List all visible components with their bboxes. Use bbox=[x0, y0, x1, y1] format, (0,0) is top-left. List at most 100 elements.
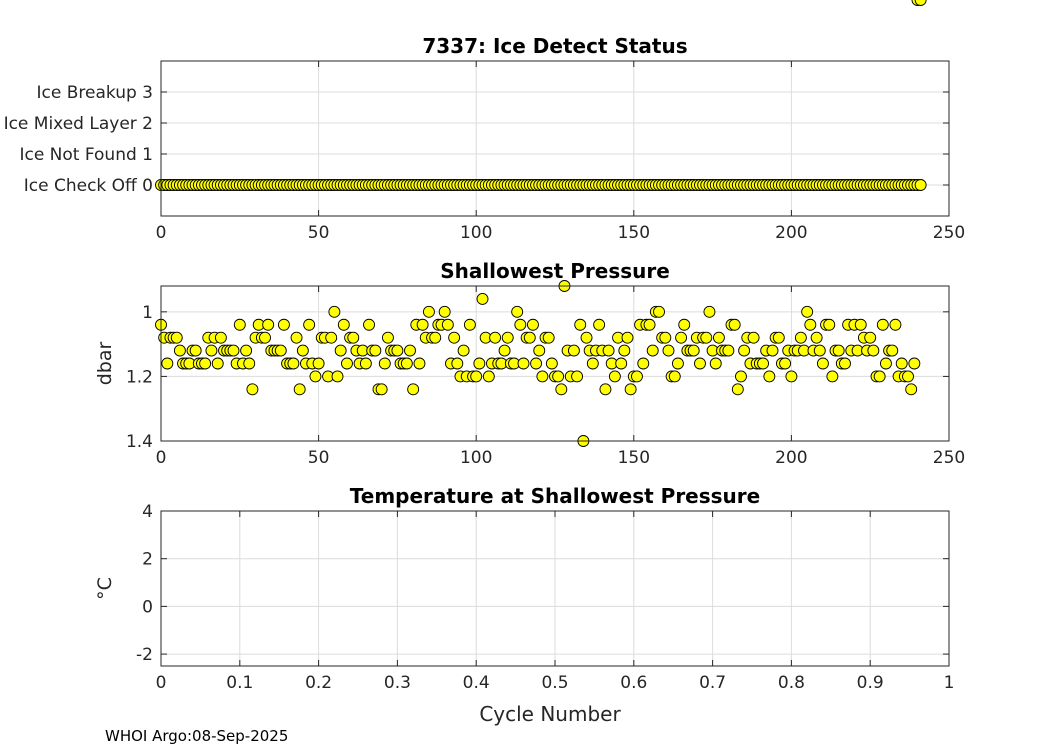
data-point bbox=[779, 357, 792, 370]
data-point bbox=[646, 344, 659, 357]
data-point bbox=[400, 357, 413, 370]
data-point bbox=[246, 383, 259, 396]
x-tick-label: 0.4 bbox=[463, 673, 490, 693]
x-tick-label: 0.3 bbox=[384, 673, 411, 693]
data-point bbox=[880, 357, 892, 370]
data-point bbox=[341, 357, 353, 370]
data-point bbox=[709, 357, 722, 370]
data-point bbox=[416, 318, 429, 331]
data-point bbox=[675, 331, 688, 344]
data-point bbox=[832, 344, 845, 357]
data-point bbox=[712, 331, 725, 344]
data-point bbox=[359, 357, 372, 370]
data-point bbox=[908, 357, 921, 370]
temperature-panel: 0 0.1 0.2 0.3 0.4 0.5 0.6 0.7 0.8 0.9 1-2024Temper… bbox=[94, 484, 954, 726]
data-point bbox=[659, 331, 672, 344]
data-point bbox=[905, 383, 918, 396]
data-point bbox=[816, 357, 829, 370]
y-axis-label: dbar bbox=[94, 342, 116, 386]
data-point bbox=[567, 344, 580, 357]
data-point bbox=[895, 357, 908, 370]
data-point bbox=[678, 318, 691, 331]
data-point bbox=[375, 383, 388, 396]
axes-box bbox=[160, 510, 950, 667]
data-point bbox=[703, 305, 716, 318]
data-point bbox=[574, 318, 587, 331]
data-point bbox=[312, 357, 325, 370]
data-point bbox=[653, 305, 665, 318]
data-point bbox=[810, 331, 823, 344]
data-point bbox=[328, 305, 341, 318]
data-point bbox=[407, 383, 420, 396]
data-point bbox=[274, 344, 287, 357]
data-point bbox=[470, 370, 483, 383]
data-point bbox=[728, 318, 741, 331]
data-point bbox=[287, 357, 300, 370]
x-tick-label: 150 bbox=[618, 448, 650, 468]
data-point bbox=[867, 344, 880, 357]
data-point bbox=[347, 331, 360, 344]
y-tick-label: -2 bbox=[136, 645, 153, 665]
x-tick-label: 100 bbox=[460, 223, 492, 243]
data-point bbox=[813, 344, 826, 357]
data-point bbox=[599, 383, 612, 396]
y-axis-label: °C bbox=[94, 577, 116, 600]
data-point bbox=[422, 305, 435, 318]
data-point bbox=[687, 344, 700, 357]
axes-box bbox=[160, 285, 950, 442]
data-point bbox=[914, 0, 927, 6]
data-point bbox=[668, 370, 681, 383]
data-point bbox=[214, 331, 227, 344]
data-point bbox=[514, 318, 527, 331]
data-point bbox=[615, 357, 628, 370]
y-tick-label: Ice Check Off 0 bbox=[24, 176, 153, 196]
plot-area bbox=[161, 61, 949, 216]
data-point bbox=[873, 370, 886, 383]
x-tick-label: 0.9 bbox=[857, 673, 884, 693]
data-point bbox=[259, 331, 271, 344]
data-point bbox=[476, 292, 489, 305]
data-point bbox=[189, 344, 202, 357]
data-point bbox=[536, 370, 549, 383]
x-tick-label: 250 bbox=[933, 448, 965, 468]
data-point bbox=[457, 344, 470, 357]
data-point bbox=[631, 370, 643, 383]
data-point bbox=[533, 344, 546, 357]
data-point bbox=[498, 344, 511, 357]
data-point bbox=[173, 344, 186, 357]
data-point bbox=[489, 331, 502, 344]
data-point bbox=[517, 357, 530, 370]
data-point bbox=[785, 370, 798, 383]
data-point bbox=[555, 383, 568, 396]
data-point bbox=[722, 344, 735, 357]
data-point bbox=[889, 318, 902, 331]
data-point bbox=[378, 357, 391, 370]
data-point bbox=[381, 331, 394, 344]
y-tick-label: 1 bbox=[142, 303, 153, 323]
x-tick-label: 0.6 bbox=[620, 673, 647, 693]
data-point bbox=[608, 370, 621, 383]
data-point bbox=[876, 318, 889, 331]
x-tick-label: 100 bbox=[460, 448, 492, 468]
chart-title: Shallowest Pressure bbox=[440, 259, 670, 283]
data-point bbox=[618, 344, 631, 357]
data-point bbox=[262, 318, 275, 331]
data-point bbox=[334, 344, 347, 357]
x-tick-label: 0.2 bbox=[305, 673, 332, 693]
data-point bbox=[700, 331, 713, 344]
data-point bbox=[580, 331, 593, 344]
x-tick-label: 250 bbox=[933, 223, 965, 243]
data-point bbox=[801, 305, 814, 318]
x-tick-label: 0.5 bbox=[541, 673, 568, 693]
data-point bbox=[448, 331, 461, 344]
x-tick-label: 1 bbox=[944, 673, 955, 693]
data-point bbox=[794, 331, 807, 344]
data-point bbox=[602, 344, 615, 357]
data-point bbox=[211, 357, 224, 370]
data-point bbox=[205, 344, 218, 357]
data-point bbox=[451, 357, 464, 370]
y-tick-label: 1.2 bbox=[126, 367, 153, 387]
data-point bbox=[391, 344, 404, 357]
data-point bbox=[552, 370, 565, 383]
